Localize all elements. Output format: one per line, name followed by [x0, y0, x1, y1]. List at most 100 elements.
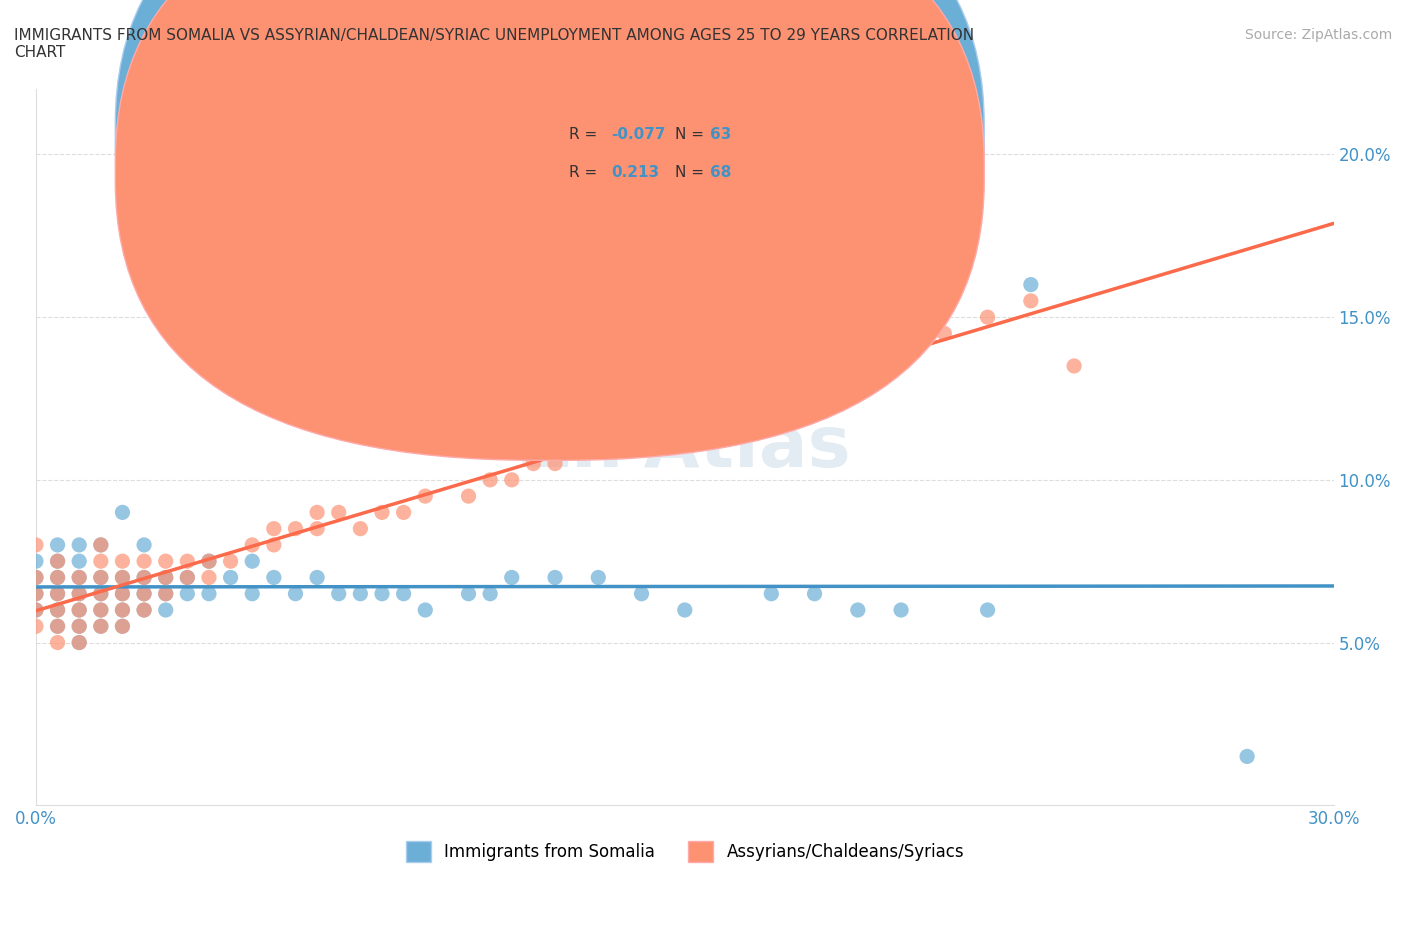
- Text: 68: 68: [710, 165, 731, 179]
- Point: [846, 603, 869, 618]
- Point: [132, 603, 155, 618]
- Point: [132, 603, 155, 618]
- Point: [761, 375, 783, 390]
- Text: N =: N =: [675, 127, 709, 142]
- Point: [90, 570, 112, 585]
- Point: [67, 603, 90, 618]
- Point: [46, 553, 69, 568]
- Text: Source: ZipAtlas.com: Source: ZipAtlas.com: [1244, 28, 1392, 42]
- Text: R =: R =: [569, 165, 603, 179]
- Point: [544, 570, 567, 585]
- Point: [630, 586, 652, 601]
- Point: [761, 586, 783, 601]
- Point: [111, 553, 134, 568]
- Point: [46, 603, 69, 618]
- Point: [90, 618, 112, 633]
- Point: [284, 586, 307, 601]
- Point: [240, 586, 263, 601]
- Point: [90, 618, 112, 633]
- Point: [46, 570, 69, 585]
- Point: [67, 586, 90, 601]
- Point: [155, 586, 177, 601]
- Point: [67, 635, 90, 650]
- Point: [630, 407, 652, 422]
- Point: [67, 538, 90, 552]
- Point: [111, 586, 134, 601]
- Point: [25, 538, 48, 552]
- Point: [198, 553, 221, 568]
- Point: [890, 342, 912, 357]
- Point: [25, 586, 48, 601]
- Point: [457, 586, 479, 601]
- Text: 0.213: 0.213: [612, 165, 659, 179]
- Point: [803, 586, 825, 601]
- Point: [132, 538, 155, 552]
- Point: [371, 586, 394, 601]
- Point: [111, 618, 134, 633]
- Point: [328, 586, 350, 601]
- Point: [25, 603, 48, 618]
- Point: [90, 538, 112, 552]
- Point: [90, 586, 112, 601]
- Point: [588, 570, 610, 585]
- Point: [67, 618, 90, 633]
- Point: [132, 570, 155, 585]
- Point: [46, 586, 69, 601]
- Point: [176, 570, 198, 585]
- Text: N =: N =: [675, 165, 709, 179]
- Point: [46, 635, 69, 650]
- Point: [111, 570, 134, 585]
- Point: [132, 570, 155, 585]
- Point: [501, 570, 523, 585]
- Point: [46, 618, 69, 633]
- Point: [1063, 359, 1085, 374]
- Point: [934, 326, 956, 341]
- Point: [1236, 749, 1258, 764]
- Point: [67, 553, 90, 568]
- Point: [90, 603, 112, 618]
- Point: [501, 472, 523, 487]
- Text: R =: R =: [569, 127, 603, 142]
- Point: [1019, 277, 1042, 292]
- Point: [67, 570, 90, 585]
- Point: [976, 603, 998, 618]
- Point: [219, 553, 242, 568]
- Point: [46, 586, 69, 601]
- Point: [673, 392, 696, 406]
- Point: [1019, 294, 1042, 309]
- Point: [25, 586, 48, 601]
- Point: [25, 603, 48, 618]
- Point: [392, 505, 415, 520]
- Point: [263, 538, 285, 552]
- Point: [890, 603, 912, 618]
- Point: [90, 553, 112, 568]
- Point: [457, 488, 479, 503]
- Point: [90, 586, 112, 601]
- Point: [111, 505, 134, 520]
- Point: [240, 553, 263, 568]
- Point: [565, 440, 588, 455]
- Point: [46, 553, 69, 568]
- Point: [155, 603, 177, 618]
- Point: [67, 586, 90, 601]
- Point: [46, 603, 69, 618]
- Legend: Immigrants from Somalia, Assyrians/Chaldeans/Syriacs: Immigrants from Somalia, Assyrians/Chald…: [399, 835, 970, 869]
- Point: [219, 570, 242, 585]
- Point: [111, 570, 134, 585]
- Point: [588, 423, 610, 438]
- Point: [46, 618, 69, 633]
- Point: [328, 505, 350, 520]
- Point: [263, 570, 285, 585]
- Point: [307, 570, 329, 585]
- Text: -0.077: -0.077: [612, 127, 666, 142]
- Point: [132, 586, 155, 601]
- Point: [349, 586, 371, 601]
- Point: [67, 603, 90, 618]
- Point: [67, 618, 90, 633]
- Point: [479, 472, 502, 487]
- Point: [846, 342, 869, 357]
- Point: [67, 635, 90, 650]
- Point: [25, 570, 48, 585]
- Point: [176, 570, 198, 585]
- Point: [976, 310, 998, 325]
